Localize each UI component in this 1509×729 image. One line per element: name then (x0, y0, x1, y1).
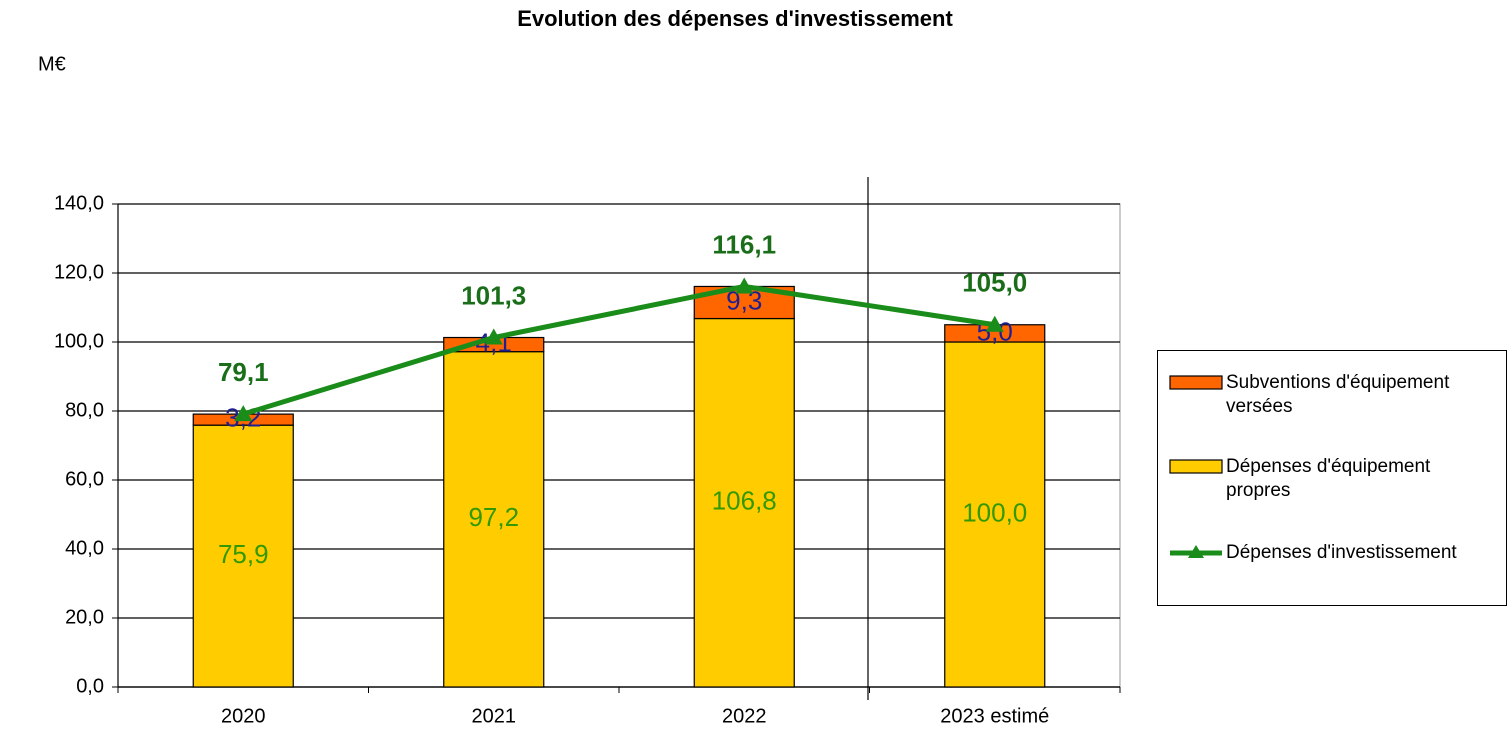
line-data-label: 105,0 (962, 268, 1027, 298)
y-tick-label: 20,0 (65, 606, 104, 628)
data-label: 106,8 (712, 486, 777, 516)
y-tick-label: 40,0 (65, 537, 104, 559)
x-tick-label: 2020 (221, 705, 266, 727)
y-tick-label: 100,0 (54, 330, 104, 352)
line-series (242, 283, 996, 417)
line-data-label: 101,3 (461, 280, 526, 310)
y-tick-label: 140,0 (54, 192, 104, 214)
legend-item: Dépenses d'investissement (1168, 541, 1508, 565)
y-tick-label: 0,0 (76, 675, 104, 697)
data-label: 100,0 (962, 497, 1027, 527)
legend: Subventions d'équipement versées Dépenses… (1157, 350, 1507, 606)
legend-label: Dépenses d'équipement propres (1226, 456, 1431, 501)
x-tick-label: 2022 (722, 705, 767, 727)
line-data-label: 79,1 (218, 357, 269, 387)
line-data-label: 116,1 (712, 229, 776, 259)
y-tick-label: 80,0 (65, 399, 104, 421)
bar-segment (693, 317, 795, 688)
legend-swatch (1169, 375, 1223, 390)
legend-label: Dépenses d'investissement (1226, 542, 1457, 563)
legend-swatch (1169, 459, 1223, 474)
y-axis-label: M€ (38, 53, 66, 75)
line-marker (735, 277, 754, 294)
chart-title: Evolution des dépenses d'investissement (517, 6, 953, 31)
data-label: 75,9 (218, 539, 269, 569)
line-marker (985, 315, 1004, 332)
x-tick-label: 2021 (472, 705, 517, 727)
data-label: 97,2 (468, 502, 519, 532)
legend-swatch-box (1169, 375, 1223, 390)
bar-segment (192, 424, 294, 688)
line-marker (234, 405, 253, 422)
bar-segment (443, 351, 545, 688)
line-marker (484, 328, 503, 345)
x-tick-label: 2023 estimé (940, 705, 1049, 727)
legend-item: Dépenses d'équipement propres (1168, 455, 1508, 503)
legend-swatch-box (1169, 459, 1223, 474)
y-tick-label: 120,0 (54, 261, 104, 283)
bar-segment (944, 341, 1046, 688)
legend-item: Subventions d'équipement versées (1168, 371, 1508, 419)
legend-swatch (1170, 545, 1222, 558)
legend-swatch-marker (1188, 545, 1204, 558)
y-tick-label: 60,0 (65, 468, 104, 490)
legend-label: Subventions d'équipement versées (1226, 372, 1450, 417)
